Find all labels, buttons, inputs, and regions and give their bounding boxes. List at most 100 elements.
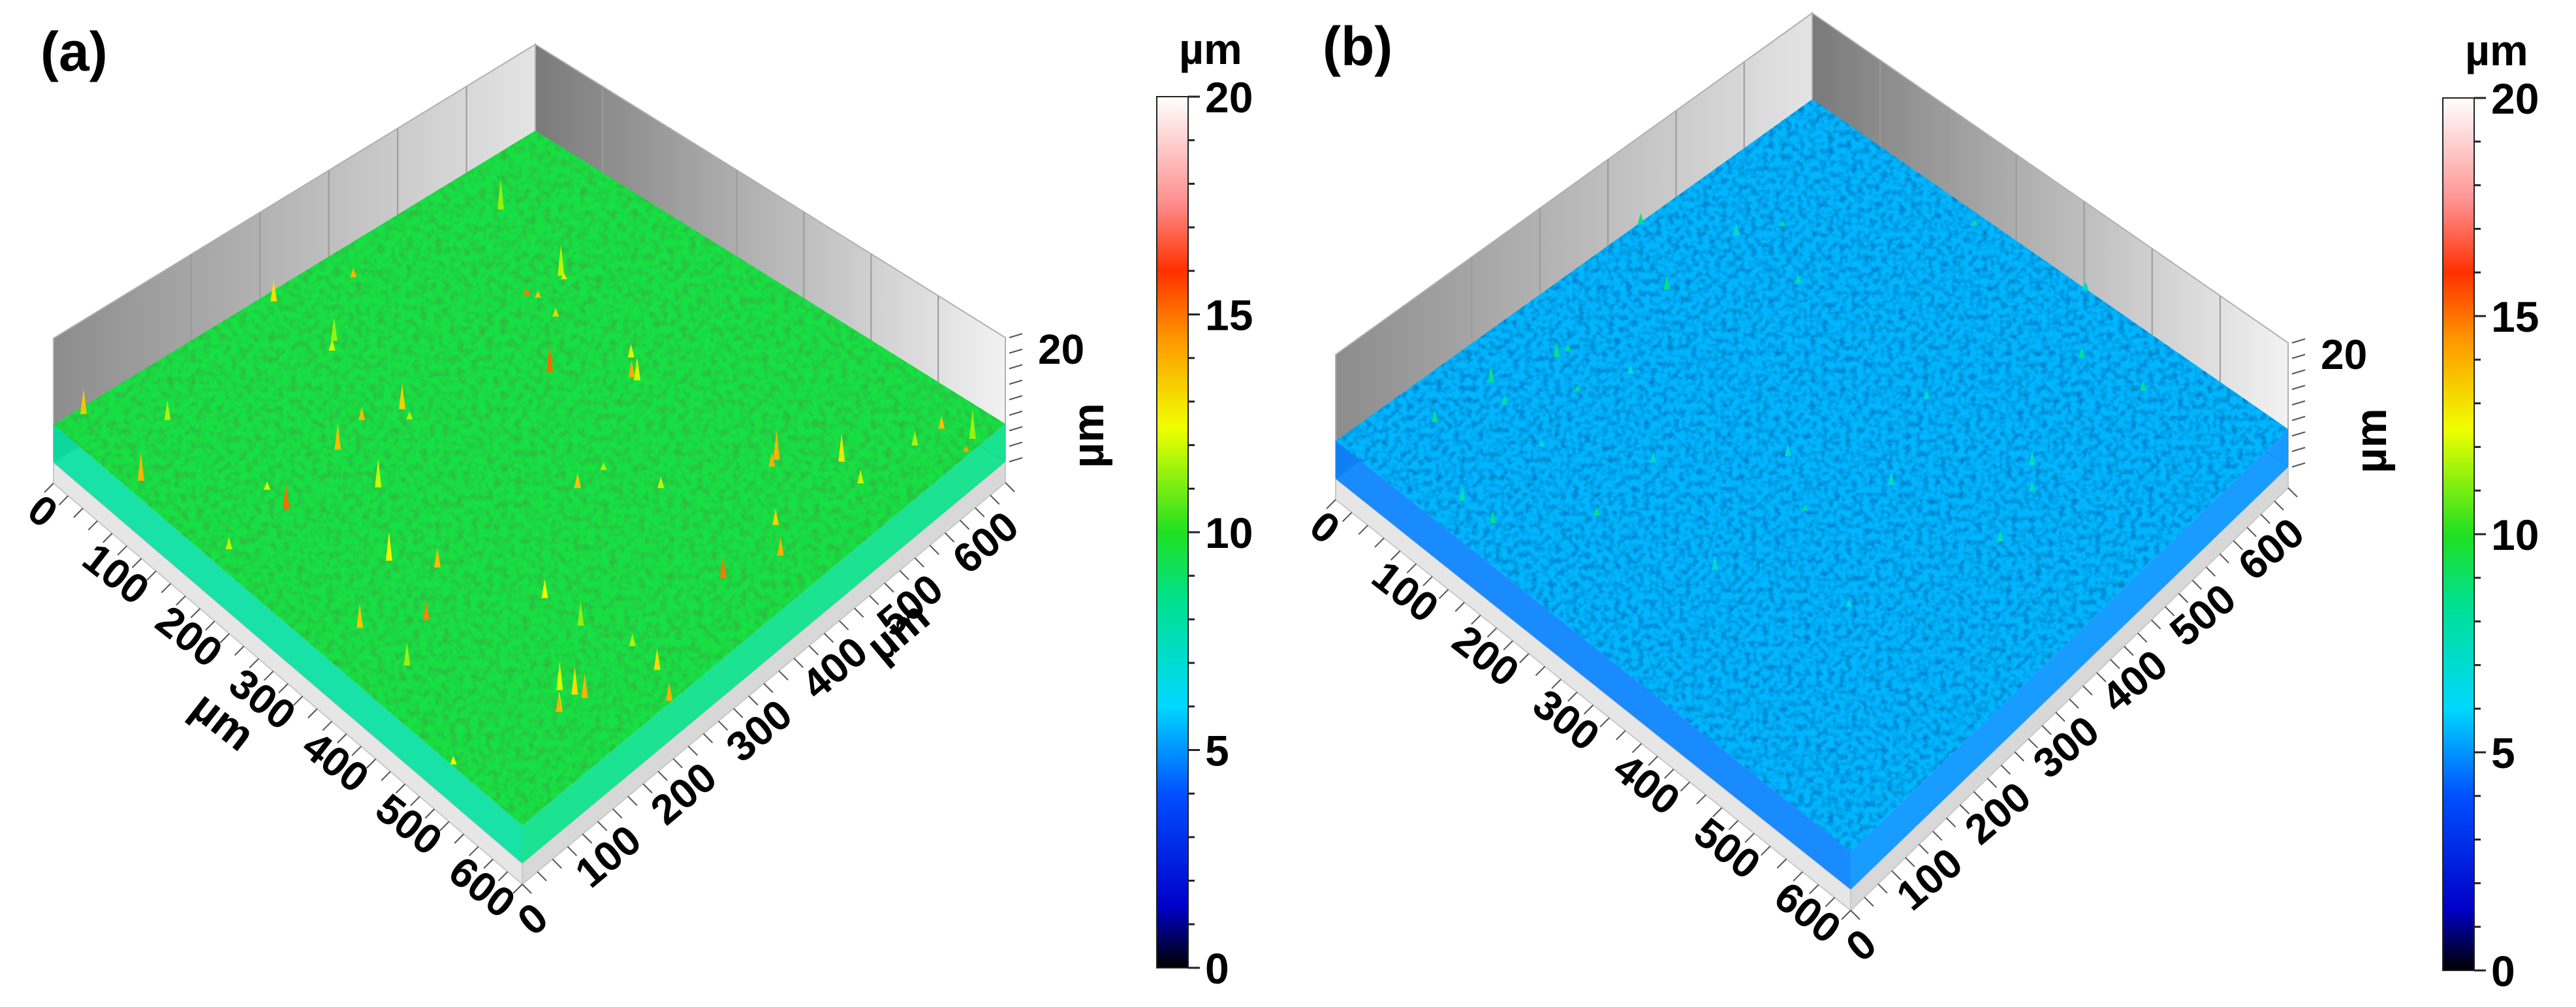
colorbar-unit: µm xyxy=(1179,25,1242,73)
x-minor-tick xyxy=(190,608,201,618)
surface-peak xyxy=(1553,341,1560,357)
colorbar: µm 0 5 10 15 20 xyxy=(2442,26,2539,995)
surface-peak xyxy=(1733,223,1740,236)
y-minor-tick xyxy=(854,607,864,618)
surface-peak xyxy=(1627,364,1634,374)
x-minor-tick xyxy=(176,595,186,606)
surface-peak xyxy=(406,411,413,420)
surface-peak xyxy=(777,536,784,556)
x-minor-tick xyxy=(87,520,99,531)
surface-side-left xyxy=(1336,441,1851,889)
x-minor-tick xyxy=(58,495,69,505)
surface-texture xyxy=(54,131,1005,825)
x-minor-tick xyxy=(1535,665,1546,677)
x-minor-tick xyxy=(1406,563,1417,573)
panel-label: (b) xyxy=(1323,16,1392,77)
x-minor-tick xyxy=(1776,858,1787,869)
surface-peak xyxy=(574,472,581,488)
colorbar: µm 0 5 10 15 20 xyxy=(1156,25,1253,993)
colorbar-tick-label: 10 xyxy=(1205,509,1253,557)
x-minor-tick xyxy=(44,483,54,493)
surface-peak xyxy=(772,509,779,525)
surface-peak xyxy=(1564,344,1571,351)
y-minor-tick xyxy=(537,871,547,882)
y-minor-tick xyxy=(2219,553,2230,564)
y-minor-tick xyxy=(748,695,759,706)
y-minor-tick xyxy=(522,884,532,894)
surface-peak xyxy=(1574,385,1581,391)
colorbar-tick-label: 5 xyxy=(2491,729,2515,777)
z-minor-tick xyxy=(2291,447,2306,453)
x-minor-tick xyxy=(366,758,377,769)
y-minor-tick xyxy=(2124,645,2134,656)
x-minor-tick xyxy=(512,884,523,894)
colorbar-tick-label: 20 xyxy=(1205,73,1253,121)
colorbar-scale xyxy=(1156,96,1189,968)
surface-peak xyxy=(422,601,430,620)
surface-peak xyxy=(2140,381,2146,391)
surface-peak xyxy=(541,579,548,598)
y-minor-tick xyxy=(717,720,729,731)
x-minor-tick xyxy=(1680,781,1691,792)
y-minor-tick xyxy=(2205,566,2216,577)
x-minor-tick xyxy=(278,683,289,694)
x-minor-tick xyxy=(292,695,304,706)
y-minor-tick xyxy=(975,507,985,518)
surface-peak xyxy=(80,389,87,414)
z-minor-tick xyxy=(1009,364,1023,370)
x-minor-tick xyxy=(1793,871,1803,882)
y-minor-tick xyxy=(672,758,683,769)
z-minor-tick xyxy=(2291,431,2306,437)
y-minor-tick xyxy=(733,708,744,718)
y-minor-tick xyxy=(763,682,774,694)
surface-peak xyxy=(2079,347,2085,359)
y-minor-tick xyxy=(1005,482,1015,492)
surface-peak xyxy=(328,339,336,351)
y-minor-tick xyxy=(793,658,804,668)
z-minor-tick xyxy=(1009,348,1023,354)
surface-peak xyxy=(535,291,541,298)
surface-peak xyxy=(385,532,392,561)
surface-peak xyxy=(350,267,357,278)
surface-peak xyxy=(403,642,411,666)
y-minor-tick xyxy=(823,632,834,643)
x-minor-tick xyxy=(161,583,172,594)
surface-peak xyxy=(2082,281,2089,290)
surface-peak xyxy=(560,273,567,280)
x-minor-tick xyxy=(146,570,157,581)
y-minor-tick xyxy=(2246,526,2257,537)
z-axis-label: µm xyxy=(1063,403,1113,468)
y-minor-tick xyxy=(657,771,668,781)
surface-peak xyxy=(1650,452,1657,463)
surface-peak xyxy=(1637,213,1644,225)
x-minor-tick xyxy=(1648,756,1658,766)
y-minor-tick xyxy=(2000,764,2011,775)
surface-texture xyxy=(1336,99,2288,852)
x-minor-tick xyxy=(468,846,479,857)
x-minor-tick xyxy=(1438,588,1449,599)
y-minor-tick xyxy=(1905,857,1915,867)
y-minor-tick xyxy=(552,858,562,869)
x-minor-tick xyxy=(1631,743,1642,754)
y-minor-tick xyxy=(959,519,970,530)
x-minor-tick xyxy=(73,507,84,519)
x-minor-tick xyxy=(497,871,509,882)
surface-peak xyxy=(768,452,776,467)
surface-peak xyxy=(2029,449,2035,466)
z-minor-tick xyxy=(2291,400,2306,406)
surface-peak xyxy=(164,400,171,421)
y-minor-tick xyxy=(2287,487,2298,498)
y-minor-tick xyxy=(582,833,593,844)
surface-peak xyxy=(581,673,588,698)
x-minor-tick xyxy=(454,833,464,844)
x-minor-tick xyxy=(1342,511,1353,522)
x-minor-tick xyxy=(1841,910,1851,920)
x-minor-tick xyxy=(351,746,362,756)
x-minor-tick xyxy=(424,808,435,819)
surface-peak xyxy=(773,430,780,460)
x-minor-tick xyxy=(1616,730,1626,741)
z-minor-tick xyxy=(1009,333,1023,338)
x-minor-tick xyxy=(1486,627,1498,638)
x-minor-tick xyxy=(1583,704,1594,715)
x-minor-tick xyxy=(439,821,450,831)
